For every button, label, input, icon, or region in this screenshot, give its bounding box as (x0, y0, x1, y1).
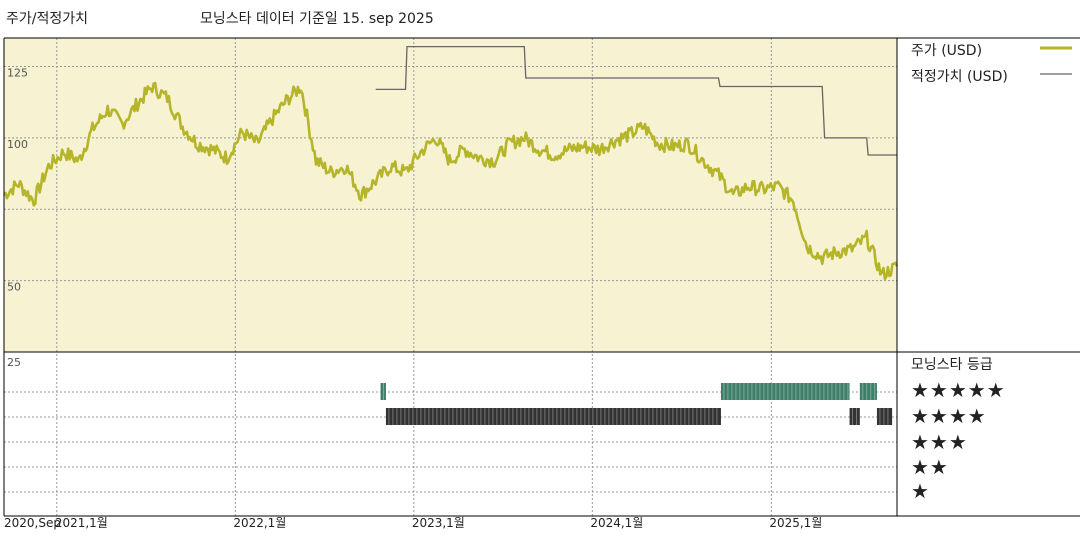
data-date-caption: 모닝스타 데이터 기준일 15. sep 2025 (200, 11, 434, 27)
legend-price-label: 주가 (USD) (911, 43, 983, 59)
rating-row-3-stars: ★★★ (911, 430, 968, 454)
lower-panel-tick-label: 25 (7, 356, 21, 369)
four-star-rating-bar (876, 408, 893, 425)
rating-row-1-star: ★ (911, 479, 930, 503)
chart-section-title: 주가/적정가치 (6, 11, 88, 27)
rating-row-4-stars: ★★★★ (911, 404, 987, 428)
rating-title: 모닝스타 등급 (911, 357, 993, 373)
five-star-rating-bar (380, 383, 386, 400)
legend-fair-value-label: 적정가치 (USD) (911, 69, 1008, 85)
fair-value-series-line (375, 45, 897, 156)
x-tick-label: 2024,1월 (590, 516, 643, 530)
five-star-rating-bar (859, 383, 877, 400)
five-star-rating-bar (720, 383, 850, 400)
x-tick-label: 2020,Sep (4, 516, 61, 530)
y-tick-label: 100 (7, 138, 28, 151)
x-tick-label: 2023,1월 (412, 516, 465, 530)
x-tick-label: 2022,1월 (233, 516, 286, 530)
rating-row-5-stars: ★★★★★ (911, 378, 1006, 402)
upper-panel-background (4, 38, 897, 352)
lower-panel-background (4, 352, 897, 516)
four-star-rating-bar (385, 408, 721, 425)
rating-row-2-stars: ★★ (911, 455, 949, 479)
price-series-line (2, 81, 899, 281)
x-tick-label: 2021,1월 (55, 516, 108, 530)
y-tick-label: 125 (7, 67, 28, 80)
four-star-rating-bar (849, 408, 860, 425)
y-tick-label: 50 (7, 281, 21, 294)
x-tick-label: 2025,1월 (769, 516, 822, 530)
